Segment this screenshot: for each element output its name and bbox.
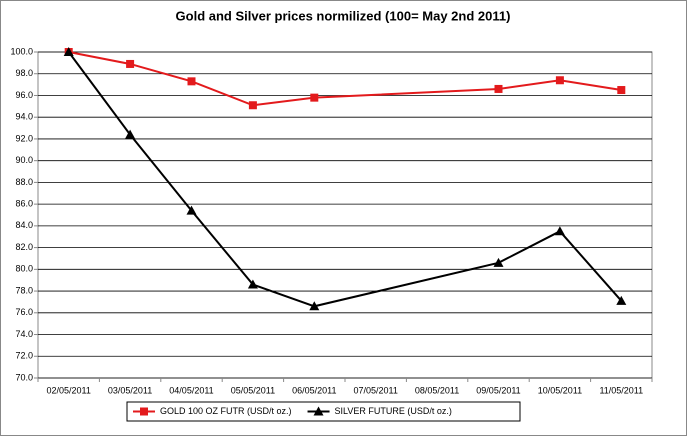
x-tick-label: 07/05/2011 <box>354 385 398 395</box>
x-tick-label: 09/05/2011 <box>476 385 520 395</box>
y-tick-label: 84.0 <box>15 220 33 230</box>
marker <box>310 93 319 102</box>
series-line <box>68 51 622 107</box>
legend-marker <box>313 406 324 416</box>
x-tick-label: 08/05/2011 <box>415 385 459 395</box>
y-tick-label: 78.0 <box>15 285 33 295</box>
y-tick-label: 76.0 <box>15 307 33 317</box>
y-tick-label: 98.0 <box>15 68 33 78</box>
marker <box>616 295 627 305</box>
y-tick-label: 90.0 <box>15 155 33 165</box>
legend-label: SILVER FUTURE (USD/t oz.) <box>335 406 452 416</box>
y-tick-label: 100.0 <box>10 46 33 56</box>
y-tick-label: 70.0 <box>15 372 33 382</box>
marker <box>309 301 320 311</box>
y-tick-label: 80.0 <box>15 264 33 274</box>
marker <box>494 84 503 93</box>
x-tick-label: 02/05/2011 <box>47 385 91 395</box>
y-tick-label: 86.0 <box>15 199 33 209</box>
plot-area <box>37 51 653 379</box>
x-tick-label: 06/05/2011 <box>292 385 336 395</box>
x-tick-label: 11/05/2011 <box>599 385 643 395</box>
marker <box>493 257 504 267</box>
series-line <box>67 51 623 308</box>
chart-title: Gold and Silver prices normilized (100= … <box>176 8 511 23</box>
y-tick-label: 96.0 <box>15 90 33 100</box>
x-tick-label: 10/05/2011 <box>538 385 582 395</box>
marker <box>555 76 564 85</box>
y-tick-label: 72.0 <box>15 351 33 361</box>
y-tick-label: 82.0 <box>15 242 33 252</box>
marker <box>247 279 258 289</box>
y-tick-label: 74.0 <box>15 329 33 339</box>
legend-marker <box>140 407 148 416</box>
y-tick-label: 92.0 <box>15 133 33 143</box>
x-tick-label: 03/05/2011 <box>108 385 152 395</box>
y-tick-label: 94.0 <box>15 112 33 122</box>
marker <box>126 59 135 68</box>
marker <box>186 205 197 215</box>
x-tick-label: 05/05/2011 <box>231 385 275 395</box>
marker <box>554 226 565 236</box>
marker <box>63 47 74 56</box>
marker <box>187 77 196 86</box>
y-tick-label: 88.0 <box>15 177 33 187</box>
marker <box>617 86 626 95</box>
marker <box>125 129 136 139</box>
x-tick-label: 04/05/2011 <box>169 385 213 395</box>
marker <box>248 101 257 110</box>
legend-label: GOLD 100 OZ FUTR (USD/t oz.) <box>160 406 292 416</box>
